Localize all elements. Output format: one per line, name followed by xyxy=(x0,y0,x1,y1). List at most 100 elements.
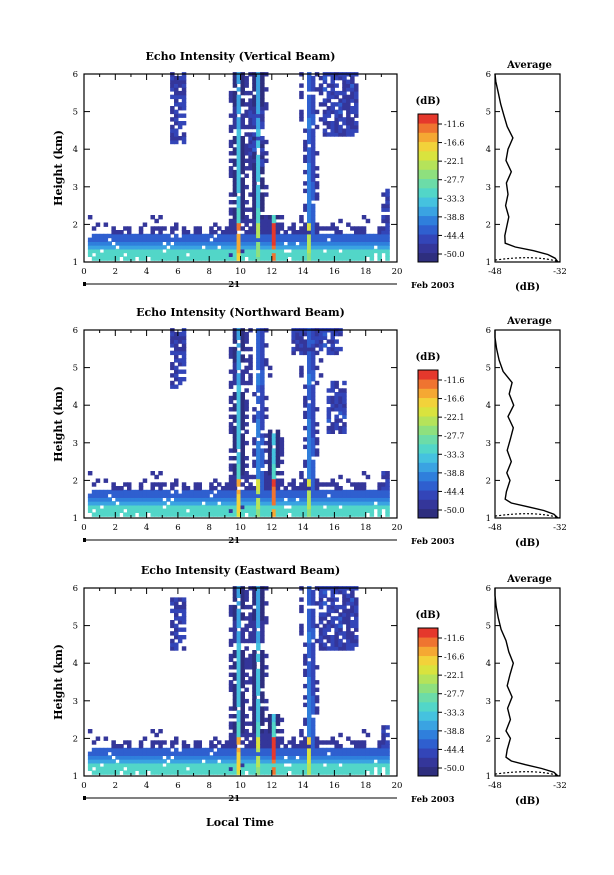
heatmap-cell xyxy=(252,211,257,216)
heatmap-cell xyxy=(232,504,238,510)
heatmap-cell xyxy=(236,635,242,640)
heatmap-cell xyxy=(236,691,242,696)
average-y-tick-label: 5 xyxy=(486,622,491,632)
heatmap-cell xyxy=(150,256,155,261)
heatmap-cell xyxy=(256,98,261,103)
heatmap-cell xyxy=(224,252,230,257)
heatmap-cell xyxy=(346,83,351,88)
heatmap-cell xyxy=(260,706,265,711)
heatmap-cell xyxy=(299,256,304,261)
heatmap-cell xyxy=(322,755,328,760)
colorbar-tick-label: -38.8 xyxy=(444,727,465,736)
heatmap-cell xyxy=(193,770,199,775)
heatmap-cell xyxy=(267,508,273,513)
x-tick-label: 10 xyxy=(235,781,246,791)
heatmap-cell xyxy=(240,676,245,681)
heatmap-cell xyxy=(354,755,359,760)
heatmap-cell xyxy=(138,486,144,491)
heatmap-cell xyxy=(310,177,316,182)
colorbar-tick-label: -27.7 xyxy=(444,690,465,699)
heatmap-cell xyxy=(283,252,288,257)
heatmap-cell xyxy=(217,241,222,246)
heatmap-cell xyxy=(314,196,320,201)
heatmap-cell xyxy=(279,448,285,453)
heatmap-cell xyxy=(205,493,210,498)
heatmap-cell xyxy=(350,128,355,133)
heatmap-cell xyxy=(228,478,234,483)
heatmap-cell xyxy=(150,729,155,734)
heatmap-cell xyxy=(307,497,312,502)
heatmap-cell xyxy=(209,770,214,775)
heatmap-cell xyxy=(240,493,245,498)
heatmap-cell xyxy=(228,714,234,719)
x-tick-label: 12 xyxy=(266,267,277,277)
heatmap-cell xyxy=(220,504,226,510)
heatmap-cell xyxy=(111,766,116,771)
heatmap-cell xyxy=(310,725,316,730)
heatmap-cell xyxy=(240,732,245,738)
heatmap-cell xyxy=(264,501,269,506)
heatmap-cell xyxy=(260,665,265,670)
heatmap-cell xyxy=(111,489,116,495)
heatmap-cell xyxy=(244,79,249,84)
heatmap-cell xyxy=(346,504,351,510)
heatmap-cell xyxy=(174,98,179,103)
heatmap-cell xyxy=(91,501,97,506)
heatmap-cell xyxy=(318,635,324,640)
heatmap-cell xyxy=(170,343,175,348)
heatmap-cell xyxy=(256,597,261,602)
heatmap-cell xyxy=(240,452,245,457)
heatmap-cell xyxy=(252,725,257,730)
heatmap-cell xyxy=(256,474,261,480)
heatmap-cell xyxy=(103,762,109,768)
heatmap-cell xyxy=(307,121,312,126)
heatmap-cell xyxy=(127,489,132,495)
y-tick-label: 5 xyxy=(73,622,78,632)
heatmap-cell xyxy=(193,747,199,753)
heatmap-cell xyxy=(244,403,249,408)
heatmap-cell xyxy=(162,252,167,257)
heatmap-cell xyxy=(127,755,132,760)
heatmap-cell xyxy=(228,706,234,711)
heatmap-cell xyxy=(326,597,332,602)
heatmap-cell xyxy=(236,661,242,666)
heatmap-cell xyxy=(260,399,265,404)
heatmap-cell xyxy=(240,395,245,401)
x-tick-label: 16 xyxy=(329,781,340,791)
heatmap-cell xyxy=(91,497,97,502)
heatmap-cell xyxy=(256,83,261,88)
heatmap-cell xyxy=(256,346,261,352)
heatmap-cell xyxy=(224,512,230,517)
heatmap-cell xyxy=(240,463,245,468)
heatmap-cell xyxy=(236,747,242,753)
heatmap-cell xyxy=(107,248,112,254)
heatmap-cell xyxy=(354,241,359,246)
heatmap-cell xyxy=(244,369,249,374)
heatmap-cell xyxy=(307,702,312,708)
heatmap-cell xyxy=(197,766,202,771)
heatmap-cell xyxy=(264,471,269,476)
heatmap-cell xyxy=(264,601,269,606)
heatmap-cell xyxy=(103,766,109,771)
y-tick-label: 2 xyxy=(73,476,78,486)
heatmap-cell xyxy=(177,252,183,257)
heatmap-cell xyxy=(240,751,245,756)
heatmap-cell xyxy=(350,620,355,625)
colorbar-tick-label: -44.4 xyxy=(444,231,465,240)
heatmap-cell xyxy=(174,770,179,775)
y-axis-title: Height (km) xyxy=(52,130,65,206)
heatmap-cell xyxy=(260,94,265,100)
heatmap-cell xyxy=(170,124,175,130)
heatmap-cell xyxy=(174,121,179,126)
heatmap-cell xyxy=(303,410,308,416)
heatmap-cell xyxy=(115,248,120,254)
heatmap-cell xyxy=(271,493,277,498)
heatmap-cell xyxy=(107,245,112,250)
heatmap-cell xyxy=(256,226,261,231)
heatmap-cell xyxy=(303,444,308,450)
colorbar-tick-label: -33.3 xyxy=(444,194,465,203)
colorbar-tick-label: -27.7 xyxy=(444,432,465,441)
heatmap-cell xyxy=(342,392,347,397)
heatmap-cell xyxy=(299,501,304,506)
heatmap-cell xyxy=(189,747,195,753)
